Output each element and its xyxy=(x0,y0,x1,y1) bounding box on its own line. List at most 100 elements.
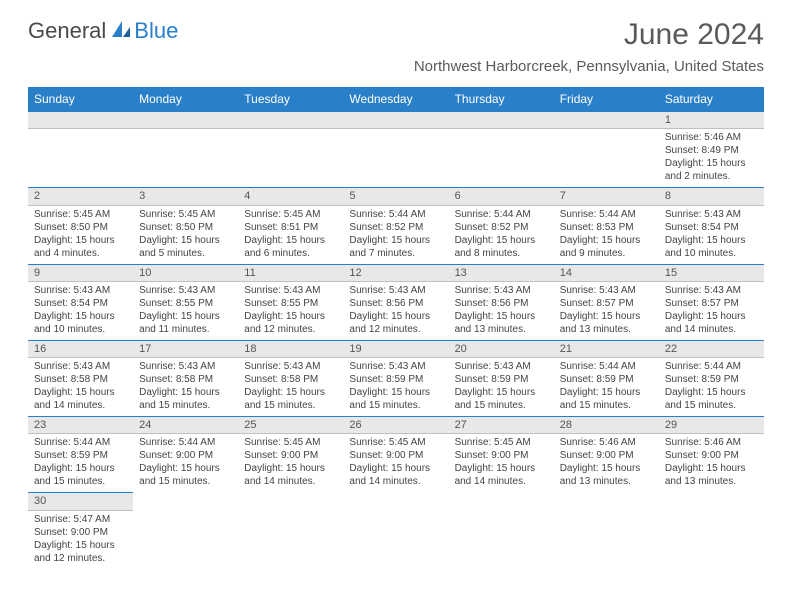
daynum-row: 2345678 xyxy=(28,188,764,205)
daylight-text-1: Daylight: 15 hours xyxy=(665,234,758,247)
daylight-text-2: and 15 minutes. xyxy=(139,475,232,488)
daylight-text-2: and 9 minutes. xyxy=(560,247,653,260)
day-number-cell: 5 xyxy=(343,188,448,205)
info-row: Sunrise: 5:45 AMSunset: 8:50 PMDaylight:… xyxy=(28,205,764,264)
location-text: Northwest Harborcreek, Pennsylvania, Uni… xyxy=(414,58,764,75)
col-monday: Monday xyxy=(133,87,238,112)
daylight-text-1: Daylight: 15 hours xyxy=(139,234,232,247)
daylight-text-1: Daylight: 15 hours xyxy=(349,234,442,247)
day-number-cell: 26 xyxy=(343,417,448,434)
sunset-text: Sunset: 9:00 PM xyxy=(244,449,337,462)
sunrise-text: Sunrise: 5:43 AM xyxy=(139,284,232,297)
day-info-cell: Sunrise: 5:43 AMSunset: 8:55 PMDaylight:… xyxy=(238,281,343,340)
daynum-row: 30 xyxy=(28,493,764,510)
day-info-cell: Sunrise: 5:43 AMSunset: 8:59 PMDaylight:… xyxy=(343,358,448,417)
daylight-text-1: Daylight: 15 hours xyxy=(455,234,548,247)
daylight-text-1: Daylight: 15 hours xyxy=(139,386,232,399)
day-number-cell: 28 xyxy=(554,417,659,434)
daylight-text-2: and 14 minutes. xyxy=(665,323,758,336)
day-number-cell: 15 xyxy=(659,264,764,281)
daylight-text-1: Daylight: 15 hours xyxy=(34,234,127,247)
daylight-text-2: and 13 minutes. xyxy=(455,323,548,336)
day-info-cell xyxy=(343,129,448,188)
sunrise-text: Sunrise: 5:44 AM xyxy=(349,208,442,221)
sunrise-text: Sunrise: 5:43 AM xyxy=(349,360,442,373)
day-info-cell: Sunrise: 5:43 AMSunset: 8:54 PMDaylight:… xyxy=(659,205,764,264)
daylight-text-2: and 14 minutes. xyxy=(34,399,127,412)
day-info-cell: Sunrise: 5:45 AMSunset: 8:51 PMDaylight:… xyxy=(238,205,343,264)
sunset-text: Sunset: 8:58 PM xyxy=(139,373,232,386)
sunrise-text: Sunrise: 5:43 AM xyxy=(560,284,653,297)
sunrise-text: Sunrise: 5:45 AM xyxy=(349,436,442,449)
day-number-cell xyxy=(343,493,448,510)
col-thursday: Thursday xyxy=(449,87,554,112)
col-friday: Friday xyxy=(554,87,659,112)
day-info-cell: Sunrise: 5:45 AMSunset: 9:00 PMDaylight:… xyxy=(343,434,448,493)
logo-text-blue: Blue xyxy=(134,18,178,44)
daylight-text-1: Daylight: 15 hours xyxy=(455,386,548,399)
daylight-text-1: Daylight: 15 hours xyxy=(34,386,127,399)
day-info-cell: Sunrise: 5:43 AMSunset: 8:58 PMDaylight:… xyxy=(238,358,343,417)
sunset-text: Sunset: 8:58 PM xyxy=(34,373,127,386)
day-number-cell: 1 xyxy=(659,112,764,129)
day-info-cell: Sunrise: 5:43 AMSunset: 8:55 PMDaylight:… xyxy=(133,281,238,340)
sunset-text: Sunset: 8:59 PM xyxy=(560,373,653,386)
daylight-text-1: Daylight: 15 hours xyxy=(34,539,127,552)
day-number-cell: 7 xyxy=(554,188,659,205)
sunset-text: Sunset: 8:50 PM xyxy=(139,221,232,234)
sunset-text: Sunset: 8:52 PM xyxy=(349,221,442,234)
day-info-cell: Sunrise: 5:47 AMSunset: 9:00 PMDaylight:… xyxy=(28,510,133,569)
sunrise-text: Sunrise: 5:43 AM xyxy=(34,360,127,373)
daylight-text-2: and 12 minutes. xyxy=(349,323,442,336)
day-info-cell: Sunrise: 5:44 AMSunset: 8:52 PMDaylight:… xyxy=(449,205,554,264)
day-info-cell: Sunrise: 5:43 AMSunset: 8:54 PMDaylight:… xyxy=(28,281,133,340)
sunset-text: Sunset: 9:00 PM xyxy=(139,449,232,462)
sunset-text: Sunset: 8:57 PM xyxy=(560,297,653,310)
daylight-text-1: Daylight: 15 hours xyxy=(455,310,548,323)
month-title: June 2024 xyxy=(414,18,764,52)
daylight-text-2: and 14 minutes. xyxy=(455,475,548,488)
sunset-text: Sunset: 8:49 PM xyxy=(665,144,758,157)
daylight-text-1: Daylight: 15 hours xyxy=(665,310,758,323)
daylight-text-2: and 11 minutes. xyxy=(139,323,232,336)
day-number-cell: 25 xyxy=(238,417,343,434)
sunrise-text: Sunrise: 5:43 AM xyxy=(455,360,548,373)
sunrise-text: Sunrise: 5:46 AM xyxy=(560,436,653,449)
day-number-cell: 22 xyxy=(659,340,764,357)
sunset-text: Sunset: 8:59 PM xyxy=(34,449,127,462)
daylight-text-2: and 15 minutes. xyxy=(34,475,127,488)
day-number-cell: 20 xyxy=(449,340,554,357)
daynum-row: 1 xyxy=(28,112,764,129)
col-wednesday: Wednesday xyxy=(343,87,448,112)
sunrise-text: Sunrise: 5:45 AM xyxy=(34,208,127,221)
day-number-cell: 11 xyxy=(238,264,343,281)
daylight-text-2: and 15 minutes. xyxy=(139,399,232,412)
sunrise-text: Sunrise: 5:45 AM xyxy=(244,436,337,449)
day-number-cell: 21 xyxy=(554,340,659,357)
col-tuesday: Tuesday xyxy=(238,87,343,112)
header: General Blue June 2024 Northwest Harborc… xyxy=(0,0,792,75)
day-number-cell: 23 xyxy=(28,417,133,434)
day-info-cell: Sunrise: 5:43 AMSunset: 8:58 PMDaylight:… xyxy=(133,358,238,417)
day-number-cell xyxy=(554,493,659,510)
calendar-table: Sunday Monday Tuesday Wednesday Thursday… xyxy=(28,87,764,569)
daylight-text-2: and 15 minutes. xyxy=(455,399,548,412)
info-row: Sunrise: 5:44 AMSunset: 8:59 PMDaylight:… xyxy=(28,434,764,493)
daylight-text-2: and 6 minutes. xyxy=(244,247,337,260)
daylight-text-1: Daylight: 15 hours xyxy=(349,386,442,399)
sunrise-text: Sunrise: 5:47 AM xyxy=(34,513,127,526)
logo-text-general: General xyxy=(28,18,106,44)
day-info-cell: Sunrise: 5:46 AMSunset: 8:49 PMDaylight:… xyxy=(659,129,764,188)
day-number-cell: 6 xyxy=(449,188,554,205)
day-number-cell: 13 xyxy=(449,264,554,281)
sunrise-text: Sunrise: 5:46 AM xyxy=(665,436,758,449)
title-block: June 2024 Northwest Harborcreek, Pennsyl… xyxy=(414,18,764,75)
sunset-text: Sunset: 8:53 PM xyxy=(560,221,653,234)
day-number-cell: 29 xyxy=(659,417,764,434)
daylight-text-1: Daylight: 15 hours xyxy=(34,462,127,475)
day-number-cell: 14 xyxy=(554,264,659,281)
sunset-text: Sunset: 8:54 PM xyxy=(34,297,127,310)
sunset-text: Sunset: 8:56 PM xyxy=(349,297,442,310)
daylight-text-2: and 13 minutes. xyxy=(560,323,653,336)
logo-sail-icon xyxy=(110,19,132,44)
